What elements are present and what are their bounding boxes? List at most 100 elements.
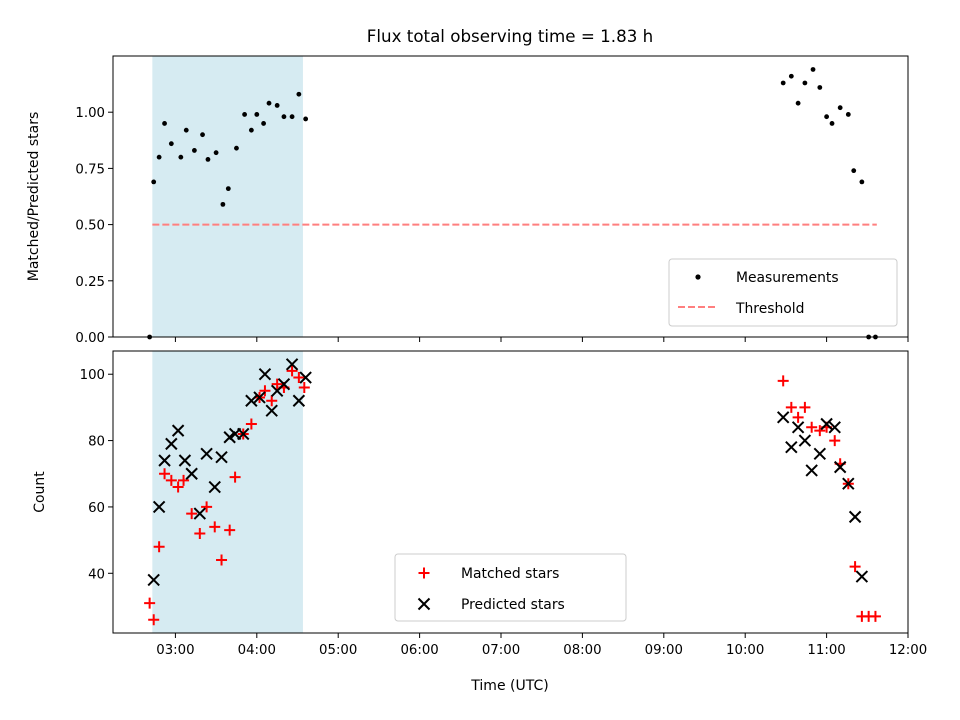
data-point <box>259 385 271 397</box>
data-point <box>842 477 855 490</box>
x-tick-label: 07:00 <box>482 643 520 658</box>
legend-marker <box>418 567 430 579</box>
data-point <box>289 114 295 120</box>
y-tick-label: 100 <box>80 368 105 383</box>
data-point <box>183 127 189 133</box>
data-point <box>245 418 257 430</box>
data-point <box>225 186 231 192</box>
ratio-y-label: Matched/Predicted stars <box>26 112 42 282</box>
data-point <box>869 610 881 622</box>
data-point <box>820 417 833 431</box>
data-point <box>788 73 794 79</box>
data-point <box>798 434 812 447</box>
y-tick-label: 0.00 <box>75 331 105 346</box>
data-point <box>261 121 266 126</box>
data-point <box>293 372 305 384</box>
legend-label: Threshold <box>735 301 804 317</box>
data-point <box>148 614 160 626</box>
data-point <box>216 554 228 566</box>
data-point <box>172 481 184 493</box>
data-point <box>171 424 185 437</box>
data-point <box>845 112 851 117</box>
x-tick-label: 11:00 <box>807 643 845 658</box>
data-point <box>828 421 841 434</box>
data-point <box>147 573 160 587</box>
data-point <box>785 441 798 454</box>
data-point <box>851 168 857 174</box>
data-point <box>859 179 865 185</box>
data-point <box>151 179 157 185</box>
data-point <box>791 421 805 434</box>
data-point <box>806 421 818 433</box>
data-point <box>191 148 197 153</box>
data-point <box>158 454 171 467</box>
y-tick-label: 0.75 <box>75 162 105 177</box>
chart-title: Flux total observing time = 1.83 h <box>367 26 653 46</box>
data-point <box>285 358 299 371</box>
data-point <box>254 112 260 117</box>
data-point <box>242 112 247 117</box>
data-point <box>802 80 808 86</box>
ratio-legend: Measurements Threshold <box>668 258 898 327</box>
data-point <box>303 116 309 122</box>
x-tick-label: 08:00 <box>563 643 601 658</box>
data-point <box>777 375 789 387</box>
data-point <box>178 454 192 467</box>
legend-label: Predicted stars <box>461 597 565 613</box>
data-point <box>281 114 287 120</box>
data-point <box>848 510 862 524</box>
y-tick-label: 0.50 <box>75 219 105 234</box>
data-point <box>152 500 166 514</box>
x-tick-label: 09:00 <box>645 643 683 658</box>
data-point <box>165 437 178 451</box>
data-point <box>178 474 190 486</box>
data-point <box>208 480 221 494</box>
legend-frame <box>668 258 898 327</box>
data-point <box>824 114 830 120</box>
data-point <box>776 411 790 424</box>
data-point <box>829 121 835 126</box>
data-point <box>248 127 254 133</box>
data-point <box>245 394 258 407</box>
x-tick-label: 10:00 <box>726 643 764 658</box>
data-point <box>185 467 198 480</box>
data-point <box>833 460 847 474</box>
data-point <box>817 85 823 90</box>
data-point <box>855 570 869 583</box>
data-point <box>292 394 306 407</box>
data-point <box>213 150 219 156</box>
data-point <box>194 527 206 539</box>
data-point <box>266 100 272 106</box>
data-point <box>799 401 811 413</box>
data-point <box>165 474 177 486</box>
data-point <box>298 381 310 393</box>
x-tick-label: 04:00 <box>238 643 276 658</box>
y-tick-label: 0.25 <box>75 275 105 290</box>
data-point <box>829 435 841 447</box>
data-point <box>299 371 312 384</box>
x-tick-label: 03:00 <box>156 643 194 658</box>
data-point <box>814 425 826 437</box>
data-point <box>265 404 278 417</box>
data-point <box>253 391 266 404</box>
data-point <box>229 471 241 483</box>
data-point <box>237 427 250 441</box>
data-point <box>271 378 283 390</box>
x-tick-label: 12:00 <box>889 643 927 658</box>
shaded-span <box>152 56 303 337</box>
data-point <box>162 121 167 126</box>
data-point <box>193 507 207 520</box>
y-tick-label: 1.00 <box>75 106 105 121</box>
x-axis-label: Time (UTC) <box>470 678 548 694</box>
data-point <box>234 145 239 151</box>
legend-label: Measurements <box>736 270 839 286</box>
data-point <box>780 80 786 86</box>
count-panel-frame <box>112 350 909 634</box>
data-point <box>209 521 221 533</box>
count-legend: Matched stars Predicted stars <box>394 553 627 622</box>
data-point <box>274 103 280 108</box>
data-point <box>178 154 184 160</box>
data-point <box>277 377 291 391</box>
legend-marker <box>695 274 701 280</box>
